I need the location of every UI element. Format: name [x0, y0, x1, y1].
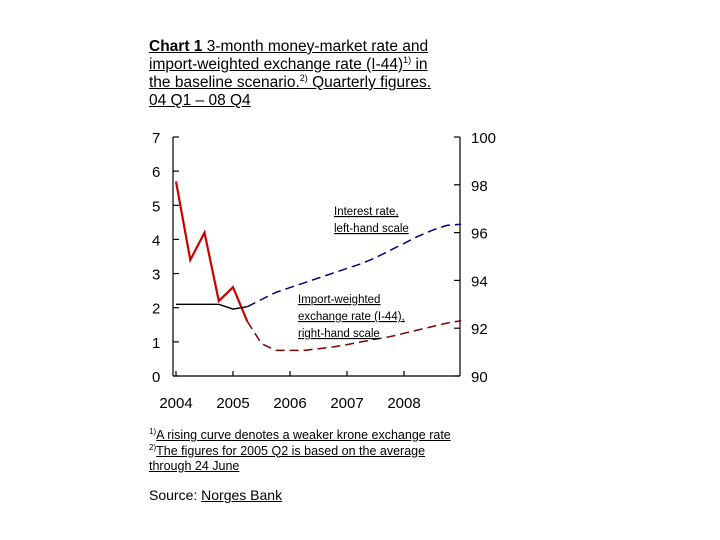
footnote-2-mark: 2) — [149, 442, 157, 452]
chart-title: Chart 1 3-month money-market rate and im… — [149, 38, 489, 110]
title-lead: Chart 1 — [149, 38, 203, 55]
series-layer — [174, 181, 462, 352]
footnote-2-text-2: through 24 June — [149, 459, 240, 473]
footnote-2-cont: through 24 June — [149, 459, 509, 475]
series-1-historical-line — [176, 303, 248, 310]
right-tick-label-2: 94 — [471, 273, 488, 290]
left-tick-label-1: 1 — [152, 335, 160, 352]
left-tick-label-0: 0 — [152, 369, 160, 386]
left-tick-label-3: 3 — [152, 267, 160, 284]
title-line-2-end: in — [411, 56, 428, 73]
series-0-projection-line — [246, 319, 462, 352]
title-line-3: the baseline scenario. — [149, 74, 300, 91]
right-tick-label-0: 90 — [471, 369, 488, 386]
title-footnote-2: 2) — [299, 72, 308, 83]
fx-label-line-1: Import-weighted — [298, 294, 380, 306]
fx-label-line-3: right-hand scale — [298, 328, 380, 340]
annotation-layer: Interest rate, left-hand scale Import-we… — [298, 206, 409, 340]
title-footnote-1: 1) — [403, 54, 412, 65]
source-text: Norges Bank — [201, 487, 283, 503]
title-line-4: 04 Q1 – 08 Q4 — [149, 92, 251, 109]
right-tick-label-1: 92 — [471, 321, 488, 338]
x-tick-label-4: 2008 — [387, 395, 420, 412]
right-tick-label-5: 100 — [471, 130, 496, 147]
title-line-3-end: Quarterly figures. — [307, 74, 431, 91]
interest-label-line-2: left-hand scale — [334, 223, 409, 235]
footnote-1-mark: 1) — [149, 426, 157, 436]
left-tick-label-6: 6 — [152, 164, 160, 181]
source-label: Source: — [149, 487, 198, 503]
x-tick-label-0: 2004 — [159, 395, 192, 412]
left-tick-label-4: 4 — [152, 232, 160, 249]
left-tick-label-7: 7 — [152, 130, 160, 147]
series-0-historical-line — [174, 181, 249, 322]
x-tick-label-3: 2007 — [330, 395, 363, 412]
fx-label-line-2: exchange rate (I-44), — [298, 311, 405, 323]
footnote-1-text: A rising curve denotes a weaker krone ex… — [156, 428, 451, 442]
left-tick-label-5: 5 — [152, 198, 160, 215]
footnote-2: 2)The figures for 2005 Q2 is based on th… — [149, 442, 509, 460]
axis-ticks: 0 1 2 3 4 5 6 7 90 92 94 96 98 100 2004 2005 2006 2007 200… — [152, 130, 496, 412]
series-1-projection-line — [246, 223, 462, 308]
x-tick-label-1: 2005 — [216, 395, 249, 412]
left-tick-label-2: 2 — [152, 301, 160, 318]
footnote-2-text-1: The figures for 2005 Q2 is based on the … — [156, 443, 426, 458]
title-line-2: import-weighted exchange rate (I-44) — [149, 56, 404, 73]
right-tick-label-3: 96 — [471, 226, 488, 243]
footnote-1: 1)A rising curve denotes a weaker krone … — [149, 426, 509, 444]
x-tick-label-2: 2006 — [273, 395, 306, 412]
chart-axes — [172, 137, 461, 377]
interest-label-line-1: Interest rate, — [334, 206, 399, 218]
source-note: Source: Norges Bank — [149, 487, 282, 503]
title-line-1: 3-month money-market rate and — [206, 38, 429, 55]
footnotes: 1)A rising curve denotes a weaker krone … — [149, 426, 509, 475]
right-tick-label-4: 98 — [471, 178, 488, 195]
